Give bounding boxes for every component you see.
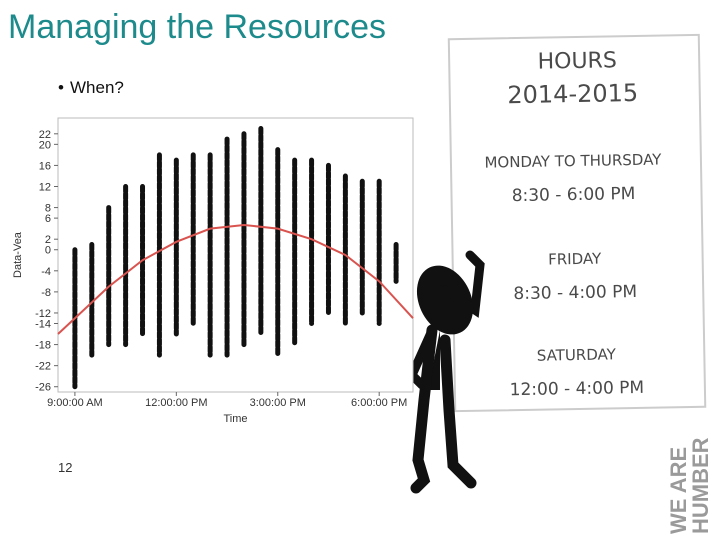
sign-hours: 12:00 - 4:00 PM: [510, 378, 645, 400]
hours-sign: HOURS 2014-2015 MONDAY TO THURSDAY 8:30 …: [447, 33, 707, 413]
sign-hours: 8:30 - 4:00 PM: [513, 282, 637, 304]
bullet-dot: •: [58, 78, 64, 97]
y-tick-label: -8: [41, 287, 51, 299]
y-tick-label: 12: [39, 182, 51, 194]
y-tick-label: 2: [45, 234, 51, 246]
slide-title: Managing the Resources: [8, 8, 386, 46]
logo-line: HUMBER: [688, 437, 713, 534]
sign-year: 2014-2015: [507, 79, 638, 109]
page-number: 12: [58, 460, 72, 475]
y-tick-label: 16: [39, 160, 51, 172]
logo-line: WE ARE: [666, 447, 691, 534]
y-tick-label: -26: [35, 382, 51, 394]
y-tick-label: 0: [45, 245, 51, 257]
x-axis-title: Time: [223, 413, 247, 425]
sign-heading: HOURS: [537, 48, 617, 74]
x-tick-label: 9:00:00 AM: [47, 397, 103, 409]
sign-board: [447, 33, 707, 413]
x-tick-label: 12:00:00 PM: [145, 397, 207, 409]
y-tick-label: 8: [45, 203, 51, 215]
y-tick-label: -4: [41, 266, 51, 278]
x-tick-label: 6:00:00 PM: [351, 397, 407, 409]
y-tick-label: 6: [45, 213, 51, 225]
sign-hours: 8:30 - 6:00 PM: [512, 184, 636, 206]
sign-days: MONDAY TO THURSDAY: [484, 151, 662, 172]
x-tick-label: 3:00:00 PM: [250, 397, 306, 409]
logo: HUMBER WE ARE: [666, 437, 713, 534]
y-tick-label: 22: [39, 129, 51, 141]
sign-days: FRIDAY: [548, 250, 602, 269]
sign-days: SATURDAY: [537, 345, 617, 364]
y-tick-label: -18: [35, 340, 51, 352]
trend-curve: [57, 223, 414, 335]
y-axis-title: Data-Vea: [12, 231, 24, 278]
y-tick-label: -12: [35, 308, 51, 320]
y-tick-label: -22: [35, 361, 51, 373]
plot-area: [57, 117, 414, 393]
bullet-text: When?: [70, 78, 124, 97]
y-tick-label: -14: [35, 319, 51, 331]
y-tick-label: 20: [39, 139, 51, 151]
